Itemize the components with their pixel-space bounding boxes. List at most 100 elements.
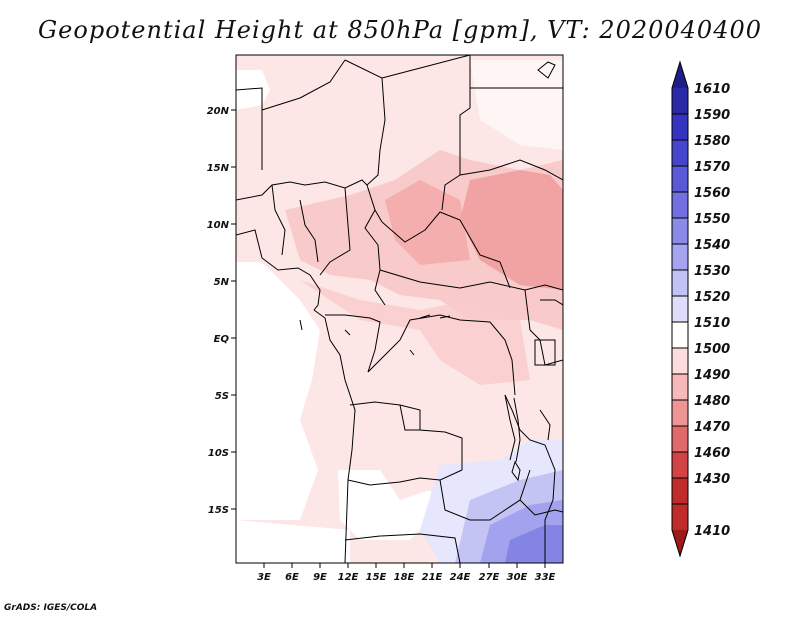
lat-label: 5N bbox=[214, 277, 230, 288]
lat-label: 5S bbox=[215, 391, 229, 402]
colorbar-label: 1460 bbox=[694, 446, 730, 461]
colorbar-segment bbox=[672, 504, 688, 530]
colorbar-segment bbox=[672, 374, 688, 400]
border-line bbox=[236, 87, 263, 170]
colorbar-label: 1550 bbox=[694, 212, 730, 227]
coastline bbox=[236, 229, 321, 311]
border-line bbox=[347, 477, 441, 486]
colorbar-label: 1430 bbox=[694, 472, 730, 487]
lake-malawi bbox=[539, 409, 551, 441]
lon-label: 15E bbox=[366, 572, 387, 583]
field-white-northeast bbox=[470, 60, 563, 150]
colorbar-bottom-arrow bbox=[672, 530, 688, 556]
lon-label: 9E bbox=[313, 572, 327, 583]
border-line bbox=[504, 394, 556, 563]
colorbar-label: 1520 bbox=[694, 290, 730, 305]
colorbar-segment bbox=[672, 114, 688, 140]
colorbar: 1610 1590 1580 1570 1560 1550 1540 1530 … bbox=[671, 60, 730, 558]
lat-label: 20N bbox=[207, 106, 230, 117]
border-line bbox=[344, 533, 461, 563]
field-white-atlantic bbox=[236, 262, 320, 520]
field-1480-central bbox=[385, 180, 470, 265]
border-line bbox=[441, 55, 471, 211]
colorbar-segment bbox=[672, 192, 688, 218]
colorbar-segment bbox=[672, 426, 688, 452]
lake-fragments bbox=[299, 314, 451, 356]
colorbar-label: 1610 bbox=[694, 82, 730, 97]
field-white-southwest bbox=[236, 520, 350, 563]
lon-label: 18E bbox=[394, 572, 415, 583]
colorbar-outline bbox=[671, 60, 689, 558]
lat-label: 15N bbox=[207, 163, 230, 174]
colorbar-label: 1490 bbox=[694, 368, 730, 383]
map-title: Geopotential Height at 850hPa [gpm], VT:… bbox=[38, 16, 762, 44]
colorbar-label: 1410 bbox=[694, 524, 730, 539]
colorbar-segment bbox=[672, 348, 688, 374]
coastline bbox=[537, 61, 556, 79]
border-line bbox=[325, 314, 381, 373]
border-line bbox=[271, 184, 286, 256]
border-line bbox=[379, 269, 563, 291]
lat-label: EQ bbox=[214, 334, 230, 345]
lon-label: 30E bbox=[507, 572, 528, 583]
latitude-axis: 20N 15N 10N 5N EQ 5S 10S 15S bbox=[207, 106, 236, 516]
colorbar-label: 1530 bbox=[694, 264, 730, 279]
border-line bbox=[299, 199, 319, 263]
coastline bbox=[313, 309, 356, 563]
colorbar-segment bbox=[672, 452, 688, 478]
border-line bbox=[381, 55, 471, 79]
colorbar-label: 1570 bbox=[694, 160, 730, 175]
country-borders bbox=[236, 55, 563, 563]
lake-tanganyika bbox=[504, 394, 516, 461]
border-line bbox=[319, 187, 351, 276]
colorbar-segment bbox=[672, 244, 688, 270]
colorbar-label: 1480 bbox=[694, 394, 730, 409]
border-line bbox=[236, 179, 368, 201]
credit-text: GrADS: IGES/COLA bbox=[4, 603, 98, 613]
lat-label: 10S bbox=[208, 448, 229, 459]
lon-label: 21E bbox=[422, 572, 443, 583]
border-line bbox=[344, 59, 386, 223]
lake-tanganyika bbox=[513, 397, 521, 463]
lon-label: 33E bbox=[535, 572, 556, 583]
lon-label: 6E bbox=[285, 572, 299, 583]
border-line bbox=[349, 401, 463, 470]
colorbar-label: 1510 bbox=[694, 316, 730, 331]
map-frame bbox=[235, 54, 564, 564]
colorbar-segment bbox=[672, 400, 688, 426]
colorbar-segment bbox=[672, 218, 688, 244]
colorbar-segment bbox=[672, 140, 688, 166]
field-1550-region bbox=[505, 525, 563, 563]
field-1490-lobe bbox=[300, 280, 530, 385]
lon-label: 27E bbox=[479, 572, 500, 583]
longitude-axis: 3E 6E 9E 12E 15E 18E 21E 24E 27E 30E 33E bbox=[257, 563, 556, 583]
colorbar-label: 1560 bbox=[694, 186, 730, 201]
lake-fragments bbox=[511, 460, 521, 482]
lat-label: 15S bbox=[208, 505, 229, 516]
border-line bbox=[459, 159, 563, 181]
border-line bbox=[261, 59, 346, 111]
border-line bbox=[519, 499, 563, 516]
colorbar-label: 1540 bbox=[694, 238, 730, 253]
colorbar-segment bbox=[672, 166, 688, 192]
colorbar-label: 1590 bbox=[694, 108, 730, 123]
lake-victoria bbox=[534, 339, 556, 366]
colorbar-label: 1470 bbox=[694, 420, 730, 435]
border-line bbox=[399, 404, 420, 431]
border-line bbox=[540, 299, 563, 306]
border-line bbox=[381, 211, 511, 289]
height-field bbox=[236, 55, 563, 563]
border-line bbox=[439, 469, 531, 521]
colorbar-segment bbox=[672, 88, 688, 114]
colorbar-segment bbox=[672, 478, 688, 504]
field-1480-east bbox=[460, 170, 563, 290]
lon-label: 3E bbox=[257, 572, 271, 583]
colorbar-segment bbox=[672, 296, 688, 322]
colorbar-segment bbox=[672, 270, 688, 296]
border-line bbox=[364, 209, 386, 306]
lat-label: 10N bbox=[207, 220, 230, 231]
lon-label: 12E bbox=[338, 572, 359, 583]
lon-label: 24E bbox=[450, 572, 471, 583]
colorbar-label: 1580 bbox=[694, 134, 730, 149]
